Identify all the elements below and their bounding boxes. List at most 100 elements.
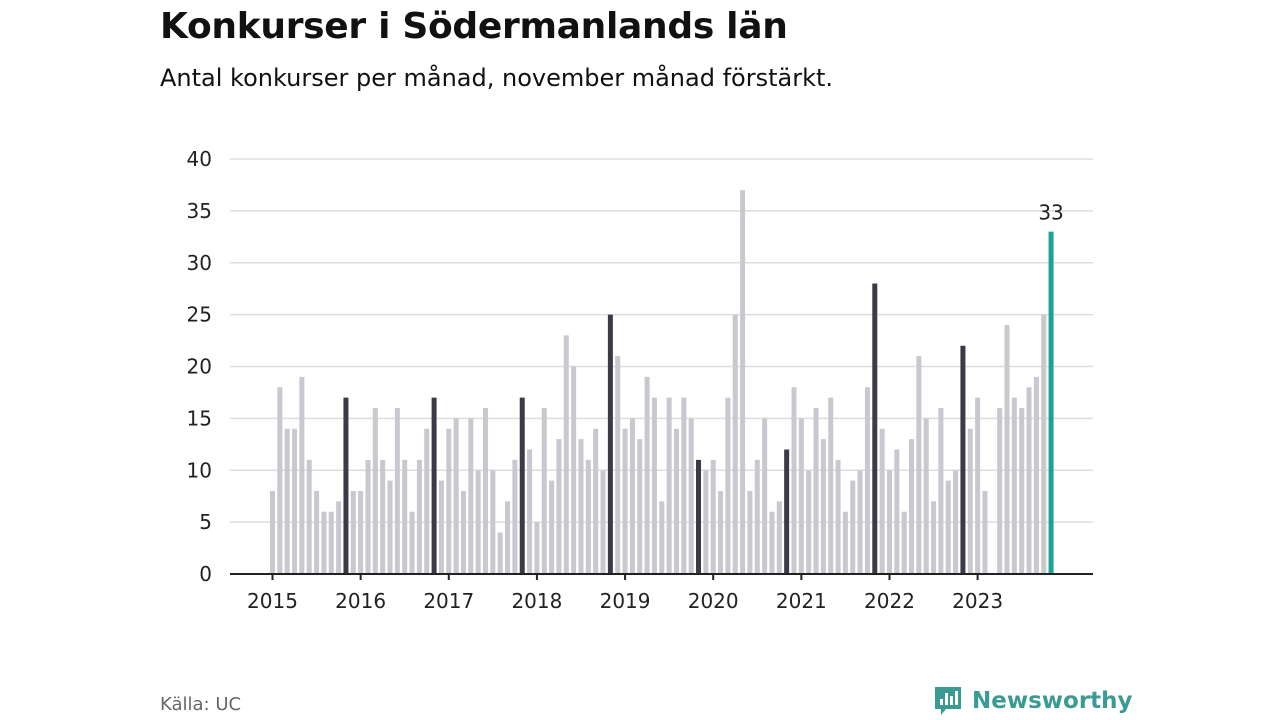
bar-2022-04 bbox=[909, 439, 915, 574]
bar-2017-03 bbox=[460, 491, 466, 574]
bar-2018-01 bbox=[534, 522, 540, 574]
bar-2021-01 bbox=[798, 418, 804, 574]
bar-2021-03 bbox=[813, 408, 819, 574]
y-tick-label: 20 bbox=[187, 355, 212, 379]
bar-chart: 0 5 10 15 20 25 30 35 40 33 2015 2016 2017 2018 2019 20… bbox=[187, 147, 1093, 613]
y-tick-label: 25 bbox=[187, 303, 212, 327]
bar-2023-01 bbox=[975, 397, 981, 574]
bar-2015-09 bbox=[328, 511, 334, 574]
bar-2017-11 bbox=[519, 397, 525, 574]
bar-2019-09 bbox=[681, 397, 687, 574]
bar-2019-10 bbox=[688, 418, 694, 574]
bar-2016-05 bbox=[387, 480, 393, 574]
latest-value-label: 33 bbox=[1038, 201, 1063, 225]
y-tick-label: 30 bbox=[187, 251, 212, 275]
bar-2015-04 bbox=[292, 428, 298, 574]
bar-2022-06 bbox=[923, 418, 929, 574]
bar-2017-08 bbox=[497, 532, 503, 574]
chart-subtitle: Antal konkurser per månad, november måna… bbox=[160, 64, 834, 92]
bar-2019-02 bbox=[629, 418, 635, 574]
bar-2022-12 bbox=[967, 428, 973, 574]
bar-2017-01 bbox=[446, 428, 452, 574]
brand-name: Newsworthy bbox=[972, 688, 1133, 714]
bar-2023-05 bbox=[1004, 325, 1010, 574]
bar-2018-02 bbox=[541, 408, 547, 574]
x-tick-label: 2019 bbox=[600, 589, 651, 613]
bar-2020-04 bbox=[732, 314, 738, 574]
bar-2018-10 bbox=[600, 470, 606, 574]
bar-2018-03 bbox=[549, 480, 555, 574]
bar-2016-11 bbox=[431, 397, 437, 574]
y-tick-label: 35 bbox=[187, 199, 212, 223]
x-tick-label: 2018 bbox=[511, 589, 562, 613]
x-tick-label: 2023 bbox=[952, 589, 1003, 613]
bar-2016-06 bbox=[394, 408, 400, 574]
bar-2023-10 bbox=[1041, 314, 1047, 574]
bar-2019-12 bbox=[703, 470, 709, 574]
bar-2019-08 bbox=[673, 428, 679, 574]
bar-2019-05 bbox=[651, 397, 657, 574]
bar-2022-03 bbox=[901, 511, 907, 574]
x-tick-label: 2016 bbox=[335, 589, 386, 613]
y-tick-label: 15 bbox=[187, 406, 212, 430]
x-tick-label: 2020 bbox=[688, 589, 739, 613]
bar-2019-03 bbox=[637, 439, 643, 574]
bar-2020-12 bbox=[791, 387, 797, 574]
chart-title: Konkurser i Södermanlands län bbox=[160, 6, 788, 47]
bar-2020-01 bbox=[710, 459, 716, 574]
bar-2016-10 bbox=[424, 428, 430, 574]
y-tick-label: 5 bbox=[199, 510, 212, 534]
bar-2022-10 bbox=[953, 470, 959, 574]
x-tick-label: 2022 bbox=[864, 589, 915, 613]
bar-2020-07 bbox=[754, 459, 760, 574]
bar-2018-05 bbox=[563, 335, 569, 574]
y-tick-label: 10 bbox=[187, 458, 212, 482]
y-tick-label: 0 bbox=[199, 562, 212, 586]
bar-2016-09 bbox=[416, 459, 422, 574]
bar-2015-12 bbox=[350, 491, 356, 574]
newsworthy-logo: Newsworthy bbox=[932, 684, 1133, 718]
y-tick-label: 40 bbox=[187, 147, 212, 171]
bar-2016-01 bbox=[358, 491, 364, 574]
bar-2017-10 bbox=[512, 459, 518, 574]
bar-2019-01 bbox=[622, 428, 628, 574]
bar-2016-07 bbox=[402, 459, 408, 574]
bar-2018-06 bbox=[571, 366, 577, 574]
bar-2019-07 bbox=[666, 397, 672, 574]
bar-2016-08 bbox=[409, 511, 415, 574]
bar-2019-04 bbox=[644, 376, 650, 574]
bar-2020-11 bbox=[784, 449, 790, 574]
bar-2018-04 bbox=[556, 439, 562, 574]
bar-2019-06 bbox=[659, 501, 665, 574]
bar-2023-02 bbox=[982, 491, 988, 574]
bar-2018-12 bbox=[615, 356, 621, 574]
bar-2021-08 bbox=[850, 480, 856, 574]
bar-2020-03 bbox=[725, 397, 731, 574]
newsworthy-logo-icon bbox=[935, 687, 961, 715]
bar-2017-07 bbox=[490, 470, 496, 574]
x-tick-label: 2015 bbox=[247, 589, 298, 613]
bar-2017-12 bbox=[527, 449, 533, 574]
bar-2023-06 bbox=[1011, 397, 1017, 574]
bar-2018-09 bbox=[593, 428, 599, 574]
bar-2015-11 bbox=[343, 397, 349, 574]
bar-2020-06 bbox=[747, 491, 753, 574]
bar-2015-03 bbox=[284, 428, 290, 574]
bar-2016-02 bbox=[365, 459, 371, 574]
bar-2022-07 bbox=[931, 501, 937, 574]
bar-2022-08 bbox=[938, 408, 944, 574]
bar-2015-01 bbox=[270, 491, 275, 574]
x-tick-label: 2017 bbox=[423, 589, 474, 613]
bar-2018-11 bbox=[607, 314, 613, 574]
bar-2021-07 bbox=[842, 511, 848, 574]
bar-2021-09 bbox=[857, 470, 863, 574]
bar-2019-11 bbox=[696, 459, 702, 574]
bar-2022-11 bbox=[960, 345, 966, 574]
bar-2015-05 bbox=[299, 376, 305, 574]
bar-2021-12 bbox=[879, 428, 885, 574]
bar-2023-07 bbox=[1019, 408, 1025, 574]
source-note: Källa: UC bbox=[160, 694, 242, 715]
bar-2023-04 bbox=[997, 408, 1003, 574]
bar-2020-08 bbox=[762, 418, 768, 574]
bar-2017-02 bbox=[453, 418, 459, 574]
